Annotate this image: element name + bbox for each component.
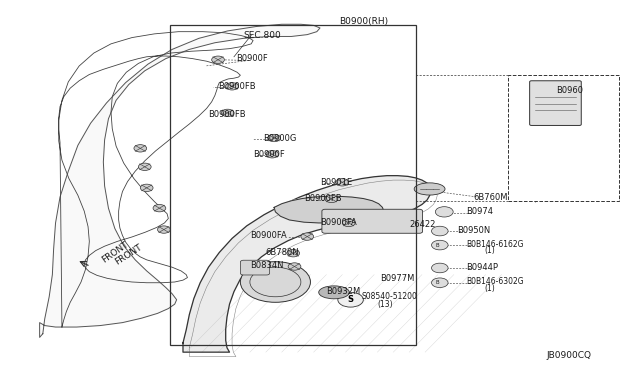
FancyBboxPatch shape [241, 260, 269, 275]
Circle shape [140, 184, 153, 192]
Text: (1): (1) [484, 246, 495, 255]
Text: JB0900CQ: JB0900CQ [546, 351, 591, 360]
Text: 6B780N: 6B780N [266, 248, 300, 257]
Bar [508, 75, 620, 201]
Text: FRONT: FRONT [113, 242, 143, 266]
Circle shape [342, 219, 355, 227]
Polygon shape [183, 176, 431, 352]
Text: SEC.800: SEC.800 [244, 31, 282, 40]
Circle shape [287, 250, 300, 257]
Text: B: B [435, 280, 439, 285]
FancyBboxPatch shape [322, 209, 422, 233]
Bar [170, 25, 415, 345]
Circle shape [221, 109, 234, 116]
Circle shape [241, 262, 310, 302]
Circle shape [157, 226, 170, 233]
Text: B0950N: B0950N [457, 226, 490, 235]
Text: B0B146-6302G: B0B146-6302G [467, 278, 524, 286]
Circle shape [266, 151, 278, 158]
Circle shape [134, 145, 147, 152]
Circle shape [325, 195, 338, 203]
Circle shape [336, 179, 349, 186]
Text: 26422: 26422 [409, 220, 436, 229]
Text: B0944P: B0944P [467, 263, 499, 272]
Text: B0900FA: B0900FA [320, 218, 356, 227]
Text: B0834N: B0834N [250, 261, 284, 270]
Text: B0900G: B0900G [262, 134, 296, 142]
Text: S: S [348, 295, 353, 304]
Text: B: B [435, 243, 439, 248]
Text: B0977M: B0977M [381, 274, 415, 283]
Text: S08540-51200: S08540-51200 [362, 292, 417, 301]
Text: B0B146-6162G: B0B146-6162G [467, 240, 524, 249]
Text: (1): (1) [484, 284, 495, 293]
Text: 6B760M: 6B760M [473, 193, 508, 202]
Circle shape [226, 83, 239, 90]
Text: B0900F: B0900F [236, 54, 268, 63]
Circle shape [301, 233, 314, 240]
Text: B0900FB: B0900FB [218, 82, 255, 91]
Circle shape [431, 278, 448, 288]
Ellipse shape [319, 286, 349, 299]
Circle shape [268, 134, 280, 142]
Circle shape [153, 205, 166, 212]
Circle shape [435, 207, 453, 217]
Circle shape [138, 163, 151, 170]
Text: B0900FA: B0900FA [250, 231, 287, 240]
Text: B0932M: B0932M [326, 287, 360, 296]
Text: B0900FB: B0900FB [304, 195, 342, 203]
Polygon shape [274, 196, 384, 223]
Ellipse shape [414, 183, 445, 195]
Text: (13): (13) [378, 300, 393, 309]
Text: B0900F: B0900F [253, 150, 285, 159]
Text: B0960: B0960 [556, 86, 583, 94]
FancyBboxPatch shape [530, 81, 581, 125]
Text: B0974: B0974 [467, 207, 493, 217]
Circle shape [288, 263, 301, 270]
Polygon shape [40, 24, 320, 337]
Text: B0900(RH): B0900(RH) [339, 17, 388, 26]
Circle shape [338, 292, 364, 307]
Text: FRONT: FRONT [100, 240, 131, 265]
Circle shape [431, 263, 448, 273]
Text: B0900FB: B0900FB [209, 109, 246, 119]
Circle shape [212, 56, 225, 63]
Text: B0901E: B0901E [320, 178, 352, 187]
Circle shape [431, 226, 448, 236]
Circle shape [431, 240, 448, 250]
